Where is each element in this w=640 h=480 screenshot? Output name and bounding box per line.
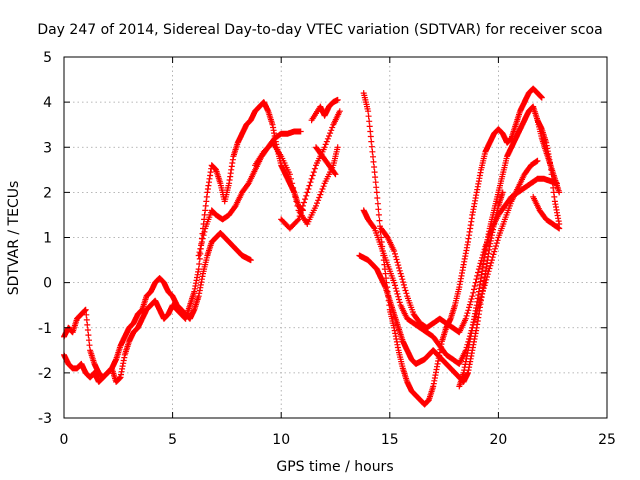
y-tick-label: 3	[43, 140, 52, 156]
data-points	[61, 85, 563, 408]
grid	[64, 57, 607, 418]
series-14	[530, 193, 563, 232]
chart-title: Day 247 of 2014, Sidereal Day-to-day VTE…	[37, 22, 602, 38]
x-tick-label: 0	[60, 432, 69, 448]
y-tick-label: -3	[38, 411, 52, 427]
series-9	[360, 157, 541, 367]
y-tick-label: 1	[43, 231, 52, 247]
y-tick-label: 5	[43, 50, 52, 66]
axes: 0 5 10 15 20 25 -3 -2 -1 0 1 2 3 4 5	[38, 50, 616, 448]
y-axis-label: SDTVAR / TECUs	[6, 181, 22, 296]
series-markers	[61, 99, 306, 385]
series-markers	[534, 117, 563, 227]
series-markers	[252, 139, 341, 227]
y-tick-label: 2	[43, 185, 52, 201]
x-tick-label: 25	[598, 432, 616, 448]
series-markers	[308, 96, 341, 124]
series-markers	[313, 144, 339, 178]
series-4	[252, 139, 341, 227]
x-axis-label: GPS time / hours	[276, 459, 393, 475]
series-5	[278, 108, 343, 232]
series-markers	[356, 189, 506, 385]
x-tick-label: 10	[272, 432, 290, 448]
series-1	[61, 99, 306, 385]
series-markers	[278, 108, 343, 232]
series-13	[534, 117, 563, 227]
x-tick-label: 5	[168, 432, 177, 448]
series-6	[308, 96, 341, 124]
series-7	[313, 144, 339, 178]
y-tick-label: 4	[43, 95, 52, 111]
series-markers	[360, 157, 541, 367]
y-tick-label: 0	[43, 276, 52, 292]
x-tick-label: 15	[381, 432, 399, 448]
x-tick-label: 20	[489, 432, 507, 448]
series-markers	[530, 193, 563, 232]
series-11	[356, 189, 506, 385]
y-tick-label: -1	[38, 321, 52, 337]
y-tick-label: -2	[38, 366, 52, 382]
